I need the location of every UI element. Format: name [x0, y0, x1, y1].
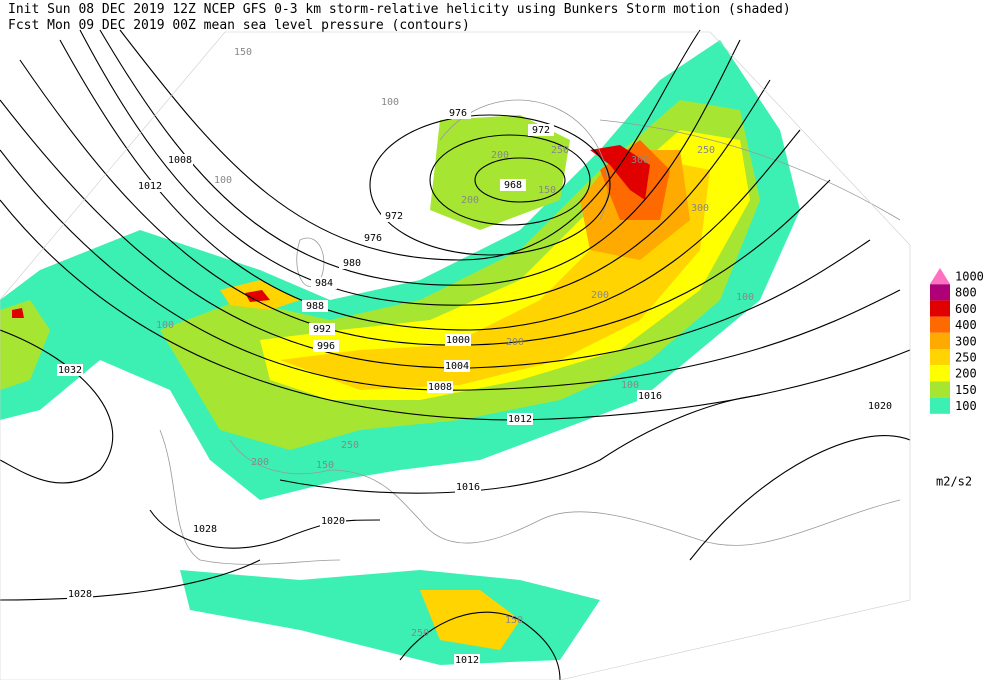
shading-label: 200	[461, 195, 479, 206]
contour-label: 1016	[638, 391, 662, 402]
contour-label-bg	[444, 360, 470, 372]
coastlines	[159, 99, 901, 565]
contour-label: 988	[306, 301, 324, 312]
shading-label: 100	[736, 292, 754, 303]
contour-label: 1008	[428, 382, 452, 393]
contour-label: 1020	[868, 401, 892, 412]
shading-label: 100	[214, 175, 232, 186]
contour-label-bg	[320, 515, 346, 527]
contour-label-bg	[339, 257, 365, 269]
legend-swatch	[930, 268, 950, 284]
contour-label-bg	[867, 400, 893, 412]
shading-label: 250	[697, 145, 715, 156]
contour-label: 992	[313, 324, 331, 335]
legend-label: 600	[955, 302, 977, 316]
legend-units: m2/s2	[936, 475, 972, 489]
contour-label-bg	[637, 390, 663, 402]
shading-label: 250	[411, 628, 429, 639]
shading-label: 150	[316, 460, 334, 471]
contour-label: 980	[343, 258, 361, 269]
contour-label-bg	[360, 232, 386, 244]
legend-label: 150	[955, 383, 977, 397]
contour-label: 968	[504, 180, 522, 191]
map-border	[0, 31, 911, 680]
contour-label: 1020	[321, 516, 345, 527]
contour-label-bg	[192, 523, 218, 535]
legend-label: 800	[955, 286, 977, 300]
shading-label: 100	[381, 97, 399, 108]
contour-label-bg	[455, 481, 481, 493]
contour-label-bg	[137, 180, 163, 192]
contour-label-bg	[67, 588, 93, 600]
contour-label-bg	[454, 654, 480, 666]
legend-swatch	[930, 300, 950, 317]
contour-label-bg	[445, 107, 471, 119]
contour-label-bg	[302, 300, 328, 312]
shading-labels: 150 100 100 200 200 250 300 300 250 200 150 100 200 2…	[156, 47, 754, 639]
shading-label: 100	[621, 380, 639, 391]
shading-label: 150	[505, 615, 523, 626]
contour-label: 1012	[138, 181, 162, 192]
header-line: Fcst Mon 09 DEC 2019 00Z mean sea level …	[8, 18, 470, 33]
legend-label: 250	[955, 351, 977, 365]
contour-label-bg	[445, 334, 471, 346]
contour-label: 976	[449, 108, 467, 119]
contour-label-bg	[311, 277, 337, 289]
legend-swatch	[930, 349, 950, 366]
shading-label: 300	[691, 203, 709, 214]
contour-label: 972	[385, 211, 403, 222]
legend-swatch	[930, 365, 950, 382]
contour-label-bg	[381, 210, 407, 222]
contour-label: 1028	[193, 524, 217, 535]
legend-swatch	[930, 316, 950, 333]
contour-label: 996	[317, 341, 335, 352]
legend-label: 1000	[955, 270, 984, 284]
contour-label: 976	[364, 233, 382, 244]
shading-label: 300	[631, 155, 649, 166]
header-line: Init Sun 08 DEC 2019 12Z NCEP GFS 0-3 km…	[8, 2, 791, 17]
contour-label-bg	[309, 323, 335, 335]
contour-label-bg	[507, 413, 533, 425]
contour-label: 972	[532, 125, 550, 136]
contour-label-bg	[167, 154, 193, 166]
contour-label: 1012	[455, 655, 479, 666]
contour-label-bg	[313, 340, 339, 352]
shading-label: 100	[156, 320, 174, 331]
legend-swatch	[930, 381, 950, 398]
contour-label: 1008	[168, 155, 192, 166]
contour-label-bg	[427, 381, 453, 393]
legend-swatch	[930, 284, 950, 301]
contour-label-bg	[528, 124, 554, 136]
shading-label: 150	[234, 47, 252, 58]
contour-labels: 1008 1012 1032 1028 1028 1020 1016 1012 1016 1020…	[57, 107, 893, 666]
contour-label-bg	[57, 364, 83, 376]
contour-label: 1028	[68, 589, 92, 600]
legend-label: 400	[955, 318, 977, 332]
shading-label: 250	[551, 145, 569, 156]
legend-label: 300	[955, 334, 977, 348]
contour-label: 1016	[456, 482, 480, 493]
shading-label: 200	[506, 337, 524, 348]
shading-label: 150	[538, 185, 556, 196]
shading-label: 200	[491, 150, 509, 161]
shading-label: 200	[591, 290, 609, 301]
legend-swatch	[930, 332, 950, 349]
shading-label: 250	[341, 440, 359, 451]
contour-label: 1012	[508, 414, 532, 425]
legend-swatch	[930, 397, 950, 414]
contour-label-bg	[500, 179, 526, 191]
shading	[0, 40, 800, 665]
contour-label: 1004	[445, 361, 469, 372]
contour-label: 984	[315, 278, 333, 289]
contour-label: 1000	[446, 335, 470, 346]
legend: 1000 800 600 400 300 250 200 150 100	[930, 268, 984, 414]
shading-label: 200	[251, 457, 269, 468]
contour-label: 1032	[58, 365, 82, 376]
legend-label: 100	[955, 399, 977, 413]
legend-label: 200	[955, 367, 977, 381]
